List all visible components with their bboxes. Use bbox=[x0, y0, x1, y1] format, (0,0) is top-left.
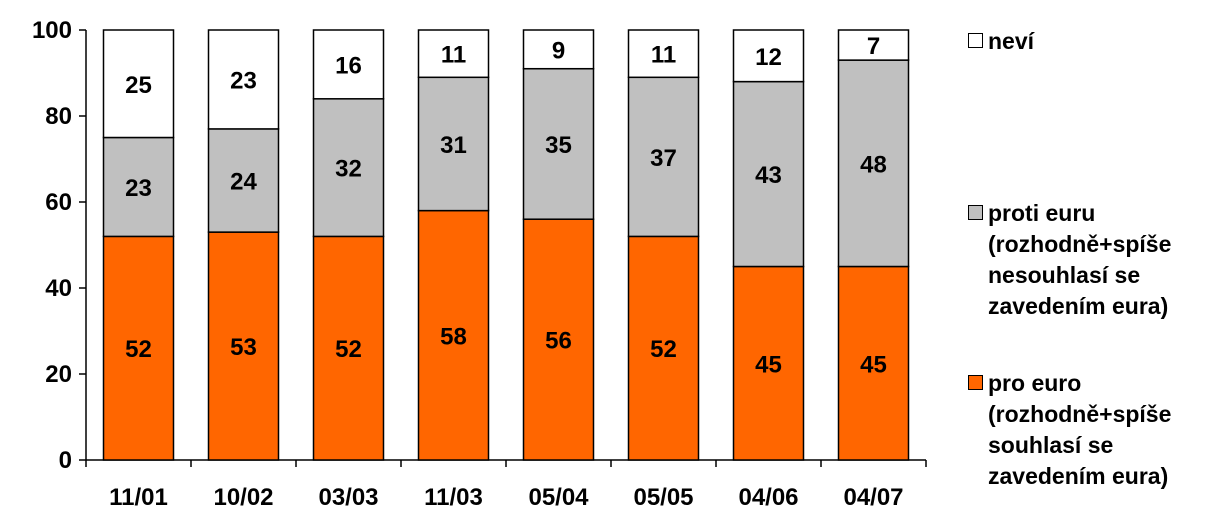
bar-nev-11-03 bbox=[417, 29, 490, 79]
x-tick-label-11-03: 11/03 bbox=[424, 484, 483, 511]
y-tick-label-60: 60 bbox=[45, 189, 72, 216]
data-label-proti-euru-05-04: 35 bbox=[545, 132, 572, 159]
legend-label-nevi: neví bbox=[988, 28, 1035, 54]
bar-pro-euro-11-03 bbox=[417, 209, 490, 461]
bar-proti-euru-03-03 bbox=[312, 98, 385, 238]
y-tick-label-100: 100 bbox=[32, 17, 72, 44]
legend-label-pro-euro: pro euro (rozhodně+spíše souhlasí se zav… bbox=[988, 370, 1172, 489]
data-label-pro-euro-05-05: 52 bbox=[650, 336, 677, 363]
bar-proti-euru-05-04 bbox=[522, 67, 595, 220]
data-label-proti-euru-05-05: 37 bbox=[650, 145, 677, 172]
x-tick-label-11-01: 11/01 bbox=[109, 484, 168, 511]
data-label-nev-04-07: 7 bbox=[867, 33, 880, 60]
x-tick-label-03-03: 03/03 bbox=[318, 484, 378, 511]
legend-swatch-nevi bbox=[968, 33, 983, 48]
x-tick-label-05-04: 05/04 bbox=[528, 484, 589, 511]
bar-proti-euru-11-01 bbox=[102, 136, 175, 238]
x-tick-label-04-07: 04/07 bbox=[843, 484, 903, 511]
bar-pro-euro-11-01 bbox=[102, 235, 175, 461]
y-tick-label-0: 0 bbox=[59, 447, 72, 474]
bar-pro-euro-05-05 bbox=[627, 235, 700, 461]
legend-swatch-pro-euro bbox=[968, 375, 983, 390]
y-axis: 0 20 40 60 80 100 bbox=[32, 17, 87, 474]
data-label-proti-euru-03-03: 32 bbox=[335, 156, 362, 183]
bar-nev-11-01 bbox=[102, 29, 175, 139]
bar-pro-euro-05-04 bbox=[522, 218, 595, 461]
bar-proti-euru-05-05 bbox=[627, 76, 700, 238]
x-tick-label-04-06: 04/06 bbox=[738, 484, 798, 511]
data-label-pro-euro-03-03: 52 bbox=[335, 336, 362, 363]
bar-nev-04-06 bbox=[732, 29, 805, 83]
data-label-nev-11-03: 11 bbox=[441, 42, 466, 69]
x-axis: 11/01 10/02 03/03 11/03 05/04 05/05 04/06 04/07 bbox=[85, 459, 927, 511]
data-label-pro-euro-11-01: 52 bbox=[125, 336, 152, 363]
bar-nev-04-07 bbox=[837, 29, 910, 61]
data-label-nev-05-05: 11 bbox=[651, 42, 676, 69]
data-label-proti-euru-10-02: 24 bbox=[230, 169, 257, 196]
data-label-proti-euru-04-07: 48 bbox=[860, 151, 887, 178]
bar-proti-euru-10-02 bbox=[207, 128, 280, 233]
data-label-pro-euro-04-07: 45 bbox=[860, 351, 887, 378]
legend-item-pro-euro: pro euro (rozhodně+spíše souhlasí se zav… bbox=[968, 368, 1171, 492]
data-label-pro-euro-10-02: 53 bbox=[230, 334, 257, 361]
y-tick-label-20: 20 bbox=[45, 361, 72, 388]
bars: 52 23 25 53 24 23 52 32 16 58 31 11 56 35 9 52 37 11 45 43 1… bbox=[102, 29, 910, 461]
legend-item-proti-euru: proti euru (rozhodně+spíše nesouhlasí se… bbox=[968, 198, 1171, 322]
data-label-nev-05-04: 9 bbox=[552, 37, 565, 64]
x-tick-label-10-02: 10/02 bbox=[213, 484, 273, 511]
y-tick-label-40: 40 bbox=[45, 275, 72, 302]
bar-nev-10-02 bbox=[207, 29, 280, 130]
legend-swatch-proti-euru bbox=[968, 205, 983, 220]
bar-nev-05-04 bbox=[522, 29, 595, 70]
data-label-proti-euru-04-06: 43 bbox=[755, 162, 782, 189]
legend: neví proti euru (rozhodně+spíše nesouhla… bbox=[968, 0, 1215, 517]
data-label-proti-euru-11-03: 31 bbox=[440, 132, 467, 159]
data-label-nev-04-06: 12 bbox=[755, 44, 782, 71]
y-tick-label-80: 80 bbox=[45, 103, 72, 130]
stacked-bar-chart: 0 20 40 60 80 100 11/01 10/02 03/03 11/03 05/04 05… bbox=[32, 17, 927, 511]
bar-pro-euro-04-07 bbox=[837, 265, 910, 461]
data-label-nev-10-02: 23 bbox=[230, 67, 257, 94]
bar-proti-euru-04-07 bbox=[837, 59, 910, 268]
data-label-pro-euro-11-03: 58 bbox=[440, 323, 467, 350]
data-label-pro-euro-05-04: 56 bbox=[545, 328, 572, 355]
data-label-nev-11-01: 25 bbox=[125, 72, 152, 99]
bar-nev-05-05 bbox=[627, 29, 700, 79]
data-label-proti-euru-11-01: 23 bbox=[125, 175, 152, 202]
x-tick-label-05-05: 05/05 bbox=[633, 484, 693, 511]
legend-label-proti-euru: proti euru (rozhodně+spíše nesouhlasí se… bbox=[988, 200, 1172, 319]
bar-pro-euro-04-06 bbox=[732, 265, 805, 461]
legend-item-nevi: neví bbox=[968, 26, 1034, 57]
data-label-pro-euro-04-06: 45 bbox=[755, 351, 782, 378]
data-label-nev-03-03: 16 bbox=[335, 52, 362, 79]
bar-nev-03-03 bbox=[312, 29, 385, 100]
bar-pro-euro-10-02 bbox=[207, 231, 280, 461]
